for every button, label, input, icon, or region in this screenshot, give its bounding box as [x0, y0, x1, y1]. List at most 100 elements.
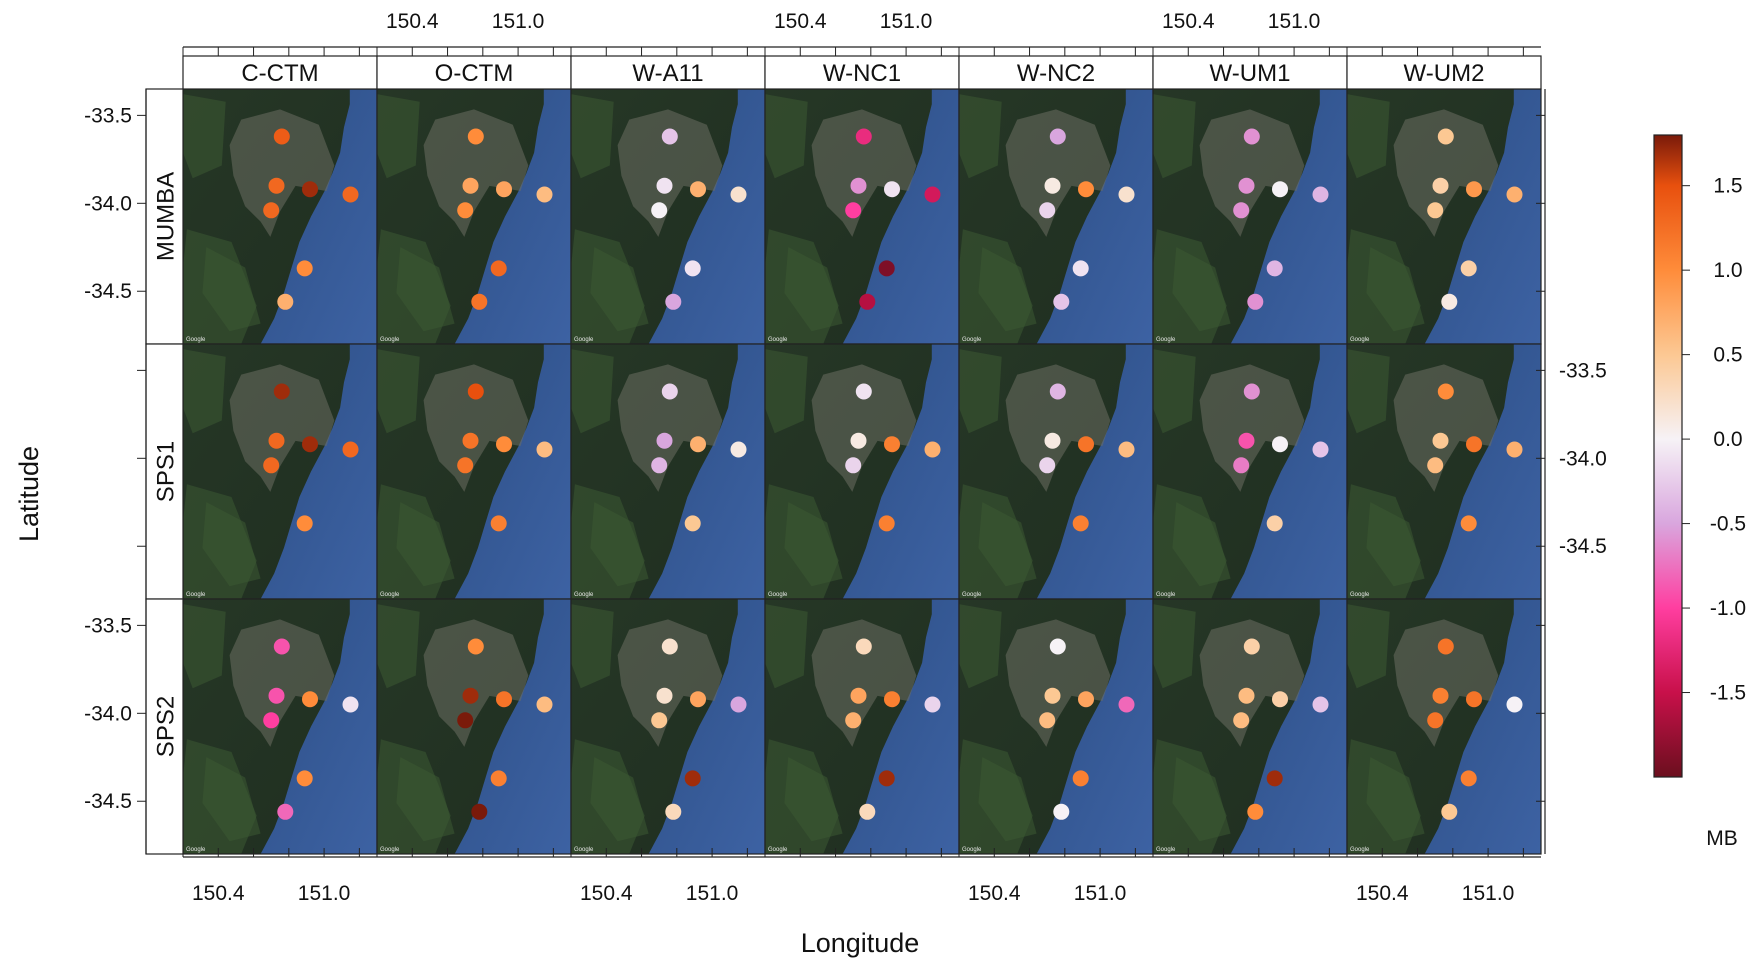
- map-sea: [1230, 599, 1347, 854]
- map-sea: [842, 344, 959, 599]
- map-sea: [260, 344, 377, 599]
- station-point: [302, 691, 318, 708]
- station-point: [1460, 260, 1477, 277]
- station-point: [1233, 202, 1250, 219]
- map-vegetation: [1347, 349, 1390, 434]
- station-point: [1053, 293, 1070, 310]
- station-point: [1238, 432, 1255, 449]
- station-point: [1072, 515, 1089, 532]
- map-vegetation: [183, 94, 226, 179]
- panel-sps1-w-nc1: Google: [764, 343, 960, 600]
- map-vegetation: [396, 247, 455, 332]
- station-point: [684, 515, 701, 532]
- station-point: [1049, 383, 1066, 400]
- station-point: [1466, 691, 1482, 708]
- station-point: [884, 691, 900, 708]
- map-sea: [648, 599, 765, 854]
- station-point: [690, 436, 706, 453]
- column-strip: [1346, 55, 1542, 90]
- station-point: [1118, 696, 1135, 713]
- map-vegetation: [377, 604, 420, 689]
- y-tick-label: -34.0: [1559, 447, 1607, 470]
- map-vegetation: [765, 94, 808, 179]
- map-sea: [260, 599, 377, 854]
- map-attribution: Google: [380, 592, 400, 598]
- station-point: [490, 515, 507, 532]
- map-vegetation: [765, 604, 808, 689]
- station-point: [651, 712, 668, 729]
- map-vegetation: [765, 349, 808, 434]
- colorbar-tick-label: 0.5: [1713, 344, 1742, 367]
- station-point: [1243, 383, 1260, 400]
- map-vegetation: [1366, 757, 1425, 842]
- panel-mumba-w-um2: Google: [1346, 88, 1542, 345]
- map-attribution: Google: [574, 592, 594, 598]
- station-point: [536, 186, 553, 203]
- map-urban: [423, 109, 529, 237]
- station-point: [277, 293, 294, 310]
- station-point: [1247, 293, 1264, 310]
- map-attribution: Google: [1156, 337, 1176, 343]
- map-urban: [1393, 619, 1499, 747]
- station-point: [1039, 457, 1056, 474]
- column-strip: [958, 55, 1154, 90]
- map-urban: [1005, 109, 1111, 237]
- panel-sps2-w-um2: Google: [1346, 598, 1542, 855]
- map-vegetation: [571, 604, 614, 689]
- station-point: [1078, 436, 1094, 453]
- station-point: [1432, 432, 1449, 449]
- map-vegetation: [959, 604, 1002, 689]
- column-strip: [570, 55, 766, 90]
- station-point: [661, 383, 678, 400]
- map-vegetation: [202, 247, 261, 332]
- map-urban: [423, 364, 529, 492]
- station-point: [467, 128, 484, 145]
- y-tick-label: -33.5: [1559, 359, 1607, 382]
- map-attribution: Google: [1156, 847, 1176, 853]
- station-point: [1118, 186, 1135, 203]
- station-point: [665, 293, 682, 310]
- station-point: [1266, 515, 1283, 532]
- map-vegetation: [377, 94, 420, 179]
- station-point: [1506, 186, 1523, 203]
- column-label: O-CTM: [435, 60, 514, 87]
- station-point: [1118, 441, 1135, 458]
- station-point: [342, 186, 359, 203]
- map-sea: [1036, 599, 1153, 854]
- map-vegetation: [1153, 604, 1196, 689]
- map-urban: [229, 619, 335, 747]
- station-point: [1044, 687, 1061, 704]
- station-point: [263, 202, 280, 219]
- station-point: [1039, 202, 1056, 219]
- x-tick-label: 150.4: [580, 882, 633, 905]
- map-attribution: Google: [186, 847, 206, 853]
- map-vegetation: [978, 757, 1037, 842]
- station-point: [1272, 181, 1288, 198]
- station-point: [878, 515, 895, 532]
- station-point: [1437, 638, 1454, 655]
- colorbar-tick-label: 1.5: [1713, 175, 1742, 198]
- panel-sps2-w-um1: Google: [1152, 598, 1348, 855]
- map-attribution: Google: [1350, 592, 1370, 598]
- station-point: [850, 687, 867, 704]
- x-tick-label: 151.0: [1462, 882, 1515, 905]
- station-point: [471, 293, 488, 310]
- station-point: [884, 436, 900, 453]
- map-urban: [1393, 364, 1499, 492]
- map-attribution: Google: [1350, 847, 1370, 853]
- map-vegetation: [978, 247, 1037, 332]
- station-point: [536, 696, 553, 713]
- map-attribution: Google: [574, 337, 594, 343]
- map-attribution: Google: [768, 592, 788, 598]
- station-point: [1312, 441, 1329, 458]
- station-point: [457, 202, 474, 219]
- station-point: [1266, 770, 1283, 787]
- column-label: W-UM1: [1210, 60, 1291, 87]
- station-point: [296, 260, 313, 277]
- colorbar-tick-label: 1.0: [1713, 259, 1742, 282]
- station-point: [730, 441, 747, 458]
- station-point: [1243, 128, 1260, 145]
- station-point: [1312, 696, 1329, 713]
- map-urban: [811, 619, 917, 747]
- panel-border: [1346, 598, 1542, 855]
